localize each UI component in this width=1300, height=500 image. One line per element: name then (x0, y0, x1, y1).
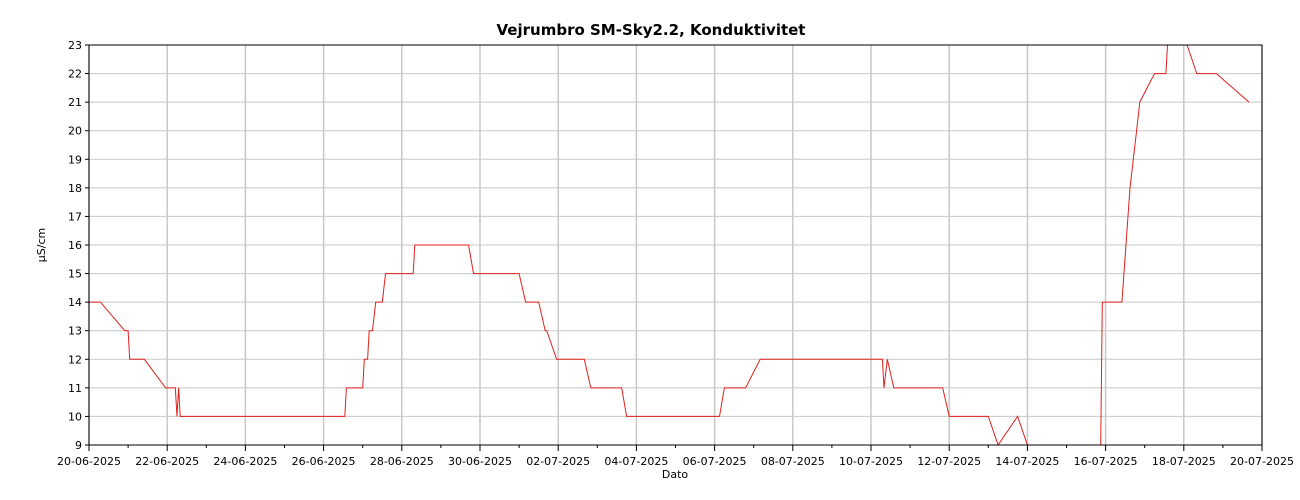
y-tick-label: 18 (68, 182, 82, 195)
x-tick-label: 18-07-2025 (1152, 455, 1216, 468)
x-tick-label: 20-06-2025 (57, 455, 121, 468)
y-tick-label: 15 (68, 268, 82, 281)
x-tick-label: 20-07-2025 (1230, 455, 1294, 468)
y-tick-label: 22 (68, 68, 82, 81)
x-tick-label: 26-06-2025 (292, 455, 356, 468)
x-tick-label: 08-07-2025 (761, 455, 825, 468)
y-tick-label: 9 (75, 439, 82, 452)
y-tick-label: 10 (68, 410, 82, 423)
y-tick-label: 19 (68, 153, 82, 166)
x-axis-label: Dato (662, 468, 689, 481)
y-tick-label: 21 (68, 96, 82, 109)
y-axis-label: µS/cm (35, 228, 48, 262)
y-tick-label: 11 (68, 382, 82, 395)
y-tick-label: 20 (68, 125, 82, 138)
x-tick-label: 02-07-2025 (526, 455, 590, 468)
x-tick-label: 22-06-2025 (135, 455, 199, 468)
grid (88, 44, 1263, 446)
x-tick-label: 10-07-2025 (839, 455, 903, 468)
x-tick-label: 06-07-2025 (683, 455, 747, 468)
x-tick-label: 14-07-2025 (995, 455, 1059, 468)
x-tick-label: 04-07-2025 (604, 455, 668, 468)
chart-title: Vejrumbro SM-Sky2.2, Konduktivitet (497, 21, 806, 39)
x-tick-label: 30-06-2025 (448, 455, 512, 468)
y-tick-label: 13 (68, 325, 82, 338)
x-tick-label: 12-07-2025 (917, 455, 981, 468)
series-layer (89, 44, 1250, 447)
x-tick-label: 16-07-2025 (1074, 455, 1138, 468)
y-tick-label: 23 (68, 39, 82, 52)
y-axis-ticks: 9 10 11 12 13 14 15 16 17 18 19 20 21 22 23 (68, 39, 89, 452)
y-tick-label: 17 (68, 210, 82, 223)
series-line (89, 44, 1250, 447)
x-tick-label: 24-06-2025 (213, 455, 277, 468)
y-tick-label: 16 (68, 239, 82, 252)
y-tick-label: 12 (68, 353, 82, 366)
x-axis-ticks: 20-06-2025 22-06-2025 24-06-2025 26-06-2025… (57, 445, 1294, 468)
x-tick-label: 28-06-2025 (370, 455, 434, 468)
y-tick-label: 14 (68, 296, 82, 309)
